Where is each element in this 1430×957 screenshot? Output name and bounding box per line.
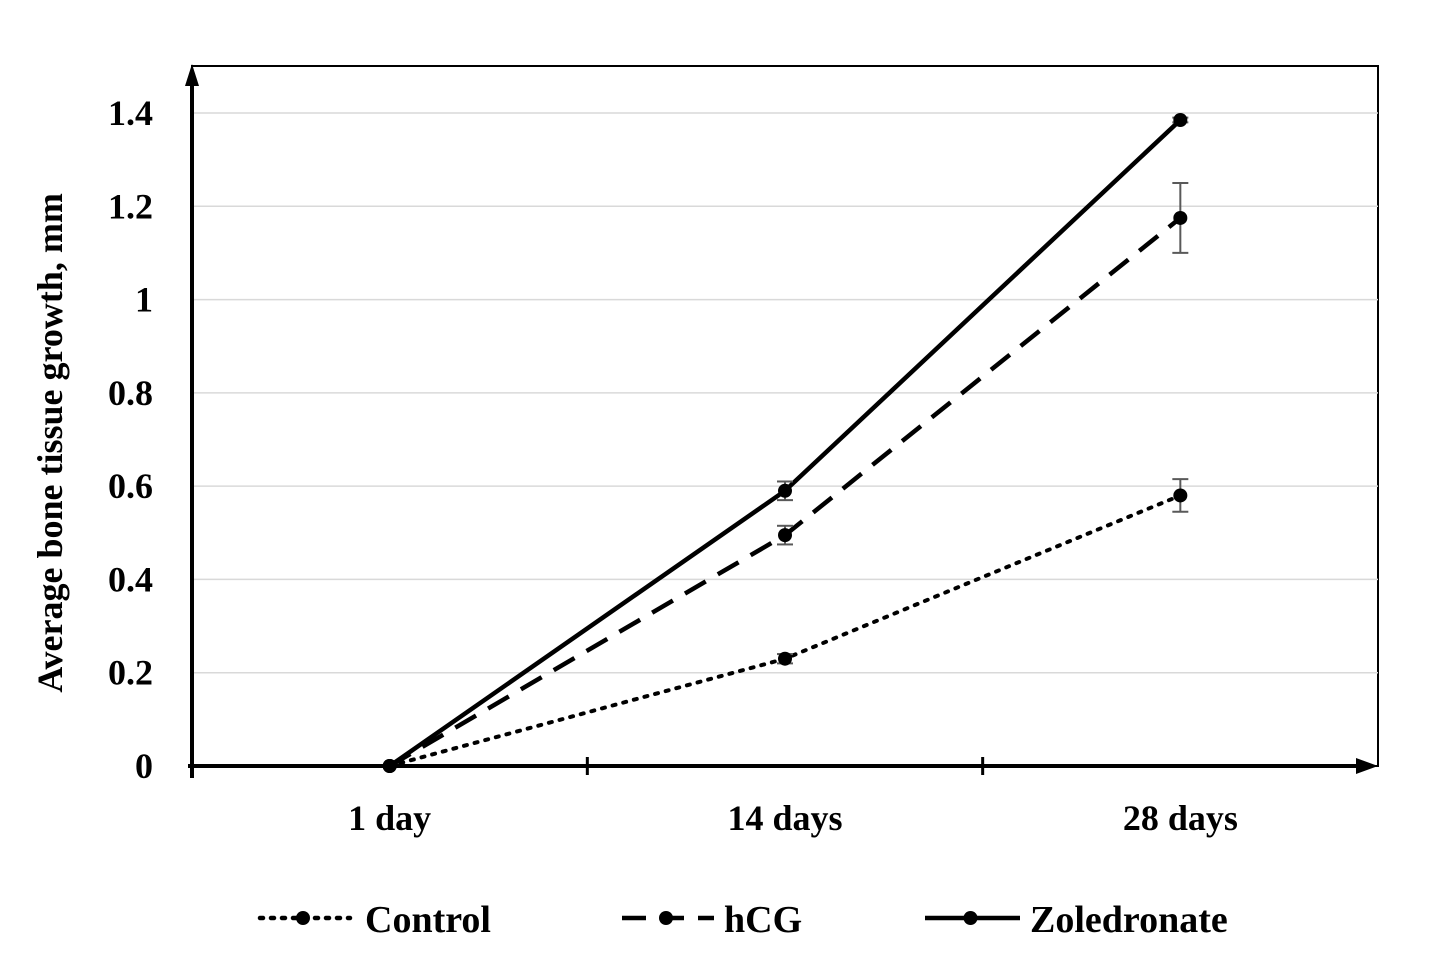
y-axis-arrow (185, 64, 199, 86)
legend: Control hCG Zoledronate (257, 899, 1228, 941)
data-point (778, 483, 792, 498)
y-axis-label: Average bone tissue growth, mm (30, 193, 70, 693)
axes (185, 64, 1378, 778)
legend-swatch-marker (963, 911, 978, 925)
y-tick-label: 1 (135, 280, 153, 320)
data-point (1173, 112, 1188, 127)
y-tick-label: 0 (135, 746, 153, 786)
series-control (382, 478, 1189, 773)
x-tick-label: 14 days (727, 798, 842, 838)
y-tick-label: 0.2 (108, 653, 153, 693)
y-tick-label: 0.4 (108, 559, 153, 599)
legend-label: Zoledronate (1030, 899, 1228, 941)
legend-item-control: Control (257, 899, 491, 941)
y-tick-label: 0.6 (108, 466, 153, 506)
x-tick-label: 28 days (1123, 798, 1238, 838)
data-point (778, 651, 792, 666)
y-tick-label: 0.8 (108, 373, 153, 413)
gridlines (192, 112, 1378, 674)
legend-label: hCG (724, 899, 802, 941)
data-point (778, 528, 792, 543)
y-tick-label: 1.2 (108, 186, 153, 226)
data-point (1173, 210, 1188, 225)
legend-item-zoledronate: Zoledronate (925, 899, 1228, 941)
legend-item-hcg: hCG (622, 899, 802, 941)
x-tick-label: 1 day (348, 798, 431, 838)
data-point (1173, 488, 1188, 503)
y-tick-label: 1.4 (108, 93, 153, 133)
legend-label: Control (365, 899, 491, 941)
series-line (388, 118, 1182, 768)
series-layer (382, 112, 1189, 773)
legend-swatch-marker (296, 911, 310, 925)
legend-swatch-marker (659, 911, 673, 925)
x-axis-arrow (1356, 758, 1378, 774)
y-tick-labels: 0 0.2 0.4 0.6 0.8 1 1.2 1.4 (108, 93, 153, 786)
x-tick-labels: 1 day 14 days 28 days (348, 798, 1238, 838)
series-zoledronate (382, 112, 1189, 773)
